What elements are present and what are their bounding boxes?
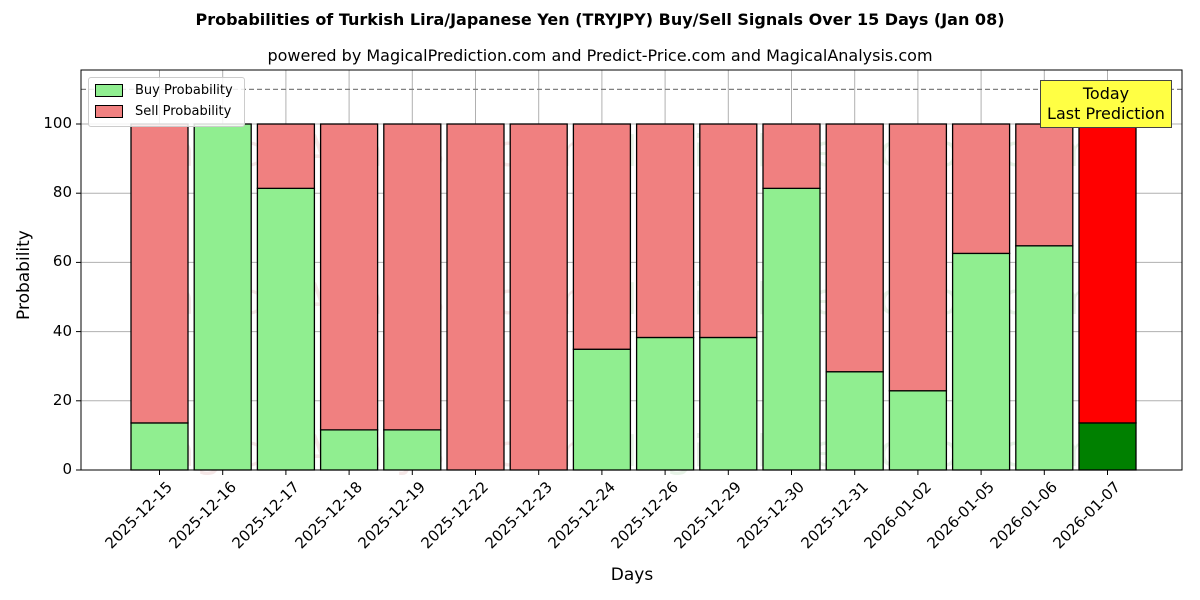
sell-bar [825,123,884,373]
y-tick-label: 100 [43,114,72,132]
buy-bar [1015,245,1074,471]
sell-swatch [95,105,123,118]
x-axis-label: Days [610,565,654,585]
buy-bar [256,187,316,471]
sell-bar [699,123,758,339]
buy-bar [699,336,758,471]
legend: Buy Probability Sell Probability [88,77,245,127]
sell-bar [509,123,568,471]
buy-swatch [95,84,123,97]
y-tick-label: 60 [52,252,72,271]
buy-bar [1078,422,1137,471]
y-tick-label: 0 [62,460,72,478]
buy-bar [635,336,695,471]
buy-bar [193,123,252,471]
sell-bar [383,123,442,431]
chart-title: Probabilities of Turkish Lira/Japanese Y… [195,10,1005,29]
sell-bar [130,123,189,424]
y-tick-label: 40 [52,321,72,340]
today-annotation: Today Last Prediction [1040,80,1172,128]
buy-bar [383,429,442,471]
buy-bar [319,429,379,471]
buy-bar [888,390,948,471]
legend-buy: Buy Probability [95,83,233,98]
sell-bar [951,123,1011,255]
chart-subtitle: powered by MagicalPrediction.com and Pre… [267,46,933,65]
y-axis-label: Probability [14,230,34,320]
sell-bar [1078,123,1137,424]
sell-bar [762,123,821,190]
buy-bar [951,252,1011,471]
sell-bar [1015,123,1074,247]
sell-bar [446,123,505,471]
sell-bar [572,123,632,350]
sell-bar [319,123,379,431]
legend-sell: Sell Probability [95,104,231,119]
buy-bar [825,371,884,471]
buy-bar [572,348,632,471]
y-tick-label: 80 [52,183,72,202]
buy-bar [130,422,189,471]
sell-bar [888,123,948,392]
buy-bar [762,187,821,471]
sell-bar [635,123,695,339]
sell-bar [256,123,316,190]
y-tick-label: 20 [52,390,72,409]
